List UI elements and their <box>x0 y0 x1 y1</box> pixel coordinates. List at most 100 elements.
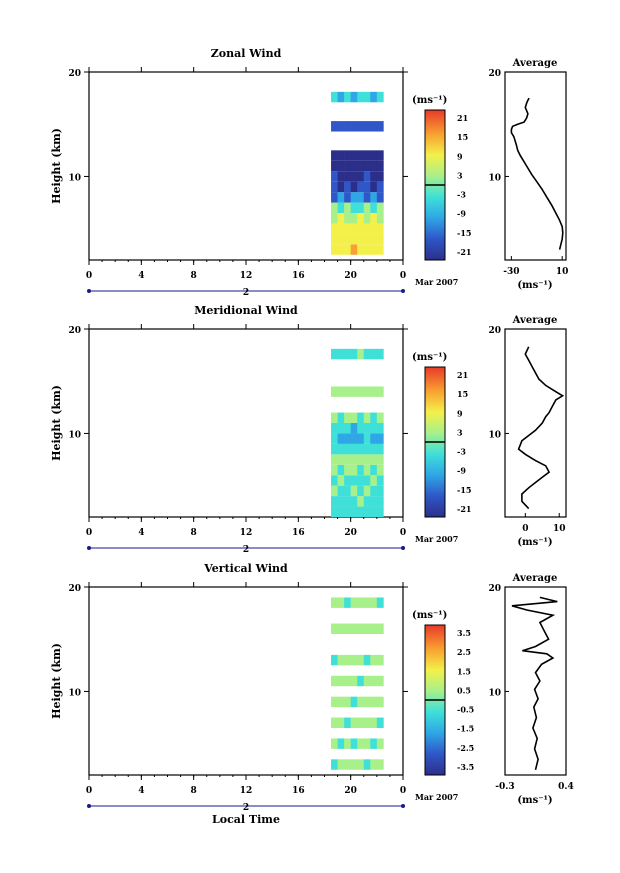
heatmap-cell <box>344 91 351 103</box>
heatmap-cell <box>363 244 371 255</box>
colorbar-tick-label: 1.5 <box>457 666 471 676</box>
heatmap-cell <box>370 121 378 132</box>
heatmap-cell <box>376 223 384 234</box>
heatmap-cell <box>337 91 345 103</box>
average-title: Average <box>512 58 558 69</box>
heatmap-cell <box>331 244 338 255</box>
heatmap-cell <box>331 160 338 172</box>
heatmap-cell <box>370 454 378 465</box>
heatmap-cell <box>376 121 384 132</box>
heatmap-cell <box>350 213 358 224</box>
colorbar-tick-label: -9 <box>457 209 466 219</box>
colorbar-unit: (ms⁻¹) <box>412 352 447 363</box>
colorbar-tick-label: 15 <box>457 389 468 399</box>
heatmap-cell <box>344 386 351 397</box>
date-month-label: Mar 2007 <box>415 534 458 544</box>
heatmap-cell <box>350 386 358 397</box>
x-tick-label: 8 <box>191 786 197 796</box>
heatmap-cell <box>376 506 384 517</box>
heatmap-cell <box>376 654 384 666</box>
panel-title: Meridional Wind <box>194 304 298 317</box>
heatmap-cell <box>376 202 384 213</box>
heatmap-cell <box>344 233 351 245</box>
y-axis-label: Height (km) <box>50 128 63 204</box>
colorbar-tick-label: -3.5 <box>457 762 474 772</box>
heatmap-cell <box>344 213 351 224</box>
heatmap-cell <box>370 213 378 224</box>
heatmap-cell <box>331 654 338 666</box>
heatmap-cell <box>337 506 345 517</box>
heatmap-cell <box>363 597 371 608</box>
heatmap-cell <box>350 192 358 203</box>
heatmap-cell <box>370 485 378 497</box>
colorbar-tick-label: 15 <box>457 132 468 142</box>
heatmap-cell <box>363 464 371 476</box>
heatmap-cell <box>337 233 345 245</box>
average-profile-line <box>511 596 558 770</box>
heatmap-cell <box>337 213 345 224</box>
heatmap-cell <box>350 202 358 213</box>
heatmap-cell <box>370 464 378 476</box>
heatmap-cell <box>350 623 358 634</box>
colorbar-tick-label: 21 <box>457 370 468 380</box>
date-bar-start <box>87 289 91 293</box>
heatmap-cell <box>357 443 365 455</box>
heatmap-cell <box>363 91 371 103</box>
heatmap-cell <box>376 213 384 224</box>
heatmap-cell <box>370 759 378 770</box>
heatmap-cell <box>344 654 351 666</box>
heatmap-cell <box>337 412 345 423</box>
x-tick-label: 16 <box>292 271 305 281</box>
heatmap-cell <box>363 675 371 687</box>
heatmap-cell <box>344 150 351 161</box>
x-tick-label: 8 <box>191 271 197 281</box>
heatmap-cell <box>357 738 365 749</box>
heatmap-cell <box>350 91 358 103</box>
heatmap-cell <box>337 675 345 687</box>
heatmap-cell <box>350 244 358 255</box>
heatmap-cell <box>370 717 378 728</box>
heatmap-cell <box>350 121 358 132</box>
y-tick-label: 20 <box>68 326 81 336</box>
heatmap-cell <box>357 244 365 255</box>
y-tick-label: 20 <box>68 69 81 79</box>
heatmap-cell <box>376 160 384 172</box>
heatmap-cell <box>350 464 358 476</box>
colorbar-tick-label: 9 <box>457 151 463 161</box>
heatmap-cell <box>331 386 338 397</box>
heatmap-cell <box>363 433 371 444</box>
heatmap-cell <box>344 696 351 708</box>
heatmap-cell <box>370 623 378 634</box>
y-tick-label: 10 <box>68 173 81 183</box>
heatmap-cell <box>370 443 378 455</box>
heatmap-cell <box>370 433 378 444</box>
heatmap-cell <box>337 433 345 444</box>
heatmap-cell <box>370 412 378 423</box>
x-tick-label: 16 <box>292 528 305 538</box>
x-tick-label: 0 <box>86 786 92 796</box>
heatmap-cell <box>370 675 378 687</box>
heatmap-cell <box>331 475 338 486</box>
heatmap-cell <box>376 433 384 444</box>
heatmap-cell <box>357 91 365 103</box>
heatmap-cell <box>357 675 365 687</box>
heatmap-cell <box>370 181 378 193</box>
heatmap-cell <box>363 412 371 423</box>
avg-x-tick-label: -30 <box>503 267 519 277</box>
heatmap-cell <box>344 171 351 182</box>
heatmap-cell <box>363 160 371 172</box>
date-day-label: 2 <box>243 545 249 555</box>
colorbar-tick-label: -15 <box>457 485 471 495</box>
heatmap-cell <box>344 623 351 634</box>
heatmap-cell <box>363 496 371 507</box>
panel-2: Vertical Wind 10 20 Height (km) 0 4 8 12 16 20 0 2 M… <box>50 562 574 813</box>
heatmap-cell <box>376 597 384 608</box>
heatmap-cell <box>337 150 345 161</box>
heatmap-cell <box>363 654 371 666</box>
heatmap-cell <box>344 244 351 255</box>
heatmap-cell <box>344 412 351 423</box>
heatmap-cell <box>370 171 378 182</box>
heatmap-cell <box>337 717 345 728</box>
heatmap-cell <box>363 623 371 634</box>
